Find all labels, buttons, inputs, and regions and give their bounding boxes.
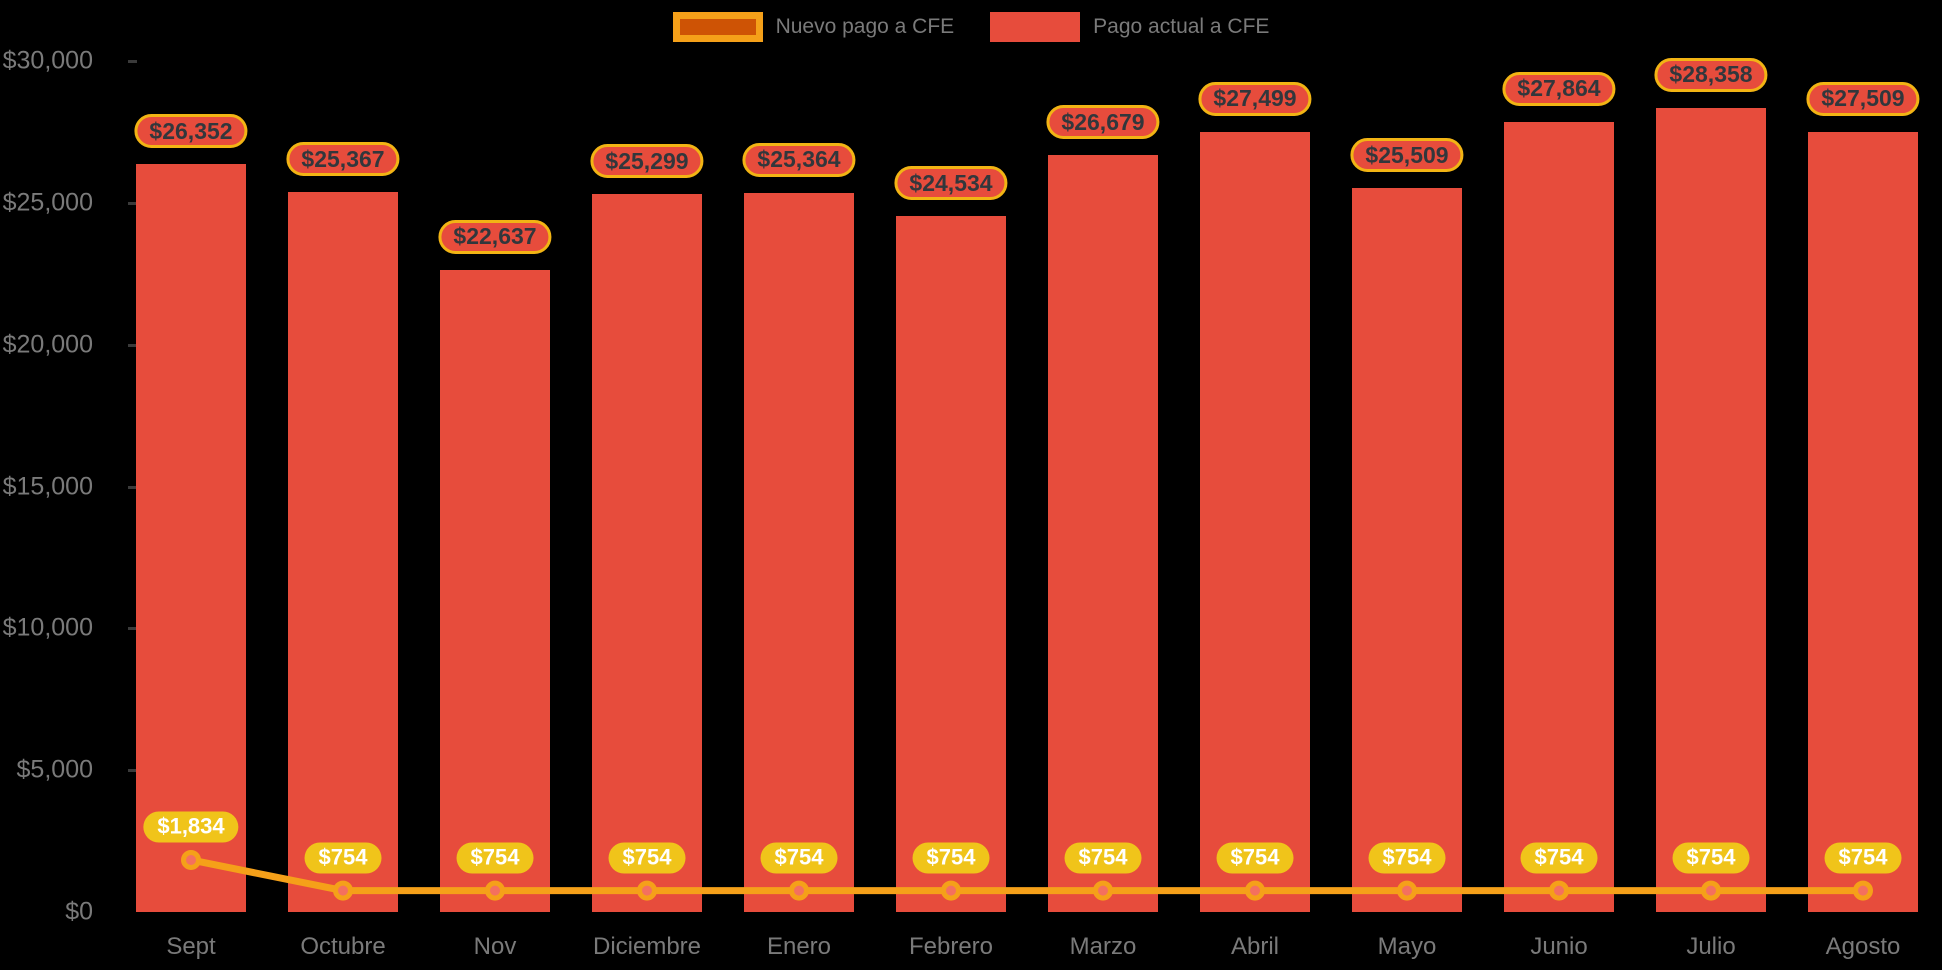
bar-value-label-julio: $28,358 (1654, 57, 1768, 92)
bar-abril[interactable] (1200, 131, 1310, 912)
y-axis-label-25000: $25,000 (2, 188, 93, 217)
y-axis-label-0: $0 (65, 897, 93, 926)
bar-sept[interactable] (136, 164, 246, 912)
y-axis-label-20000: $20,000 (2, 330, 93, 359)
legend: Nuevo pago a CFE Pago actual a CFE (0, 12, 1942, 42)
line-point-agosto[interactable] (1853, 880, 1873, 901)
line-point-enero[interactable] (789, 880, 809, 901)
y-axis-tick-5000 (128, 769, 137, 773)
line-value-label-nov: $754 (456, 842, 534, 874)
y-axis-label-30000: $30,000 (2, 46, 93, 75)
bar-value-label-diciembre: $25,299 (590, 144, 704, 179)
y-axis-tick-10000 (128, 627, 137, 631)
line-point-nov[interactable] (485, 880, 505, 901)
y-axis-tick-15000 (128, 485, 137, 489)
bar-value-label-abril: $27,499 (1198, 81, 1312, 116)
x-axis-label-nov: Nov (473, 933, 517, 960)
line-value-label-agosto: $754 (1824, 842, 1902, 874)
y-axis-tick-30000 (128, 60, 137, 63)
bar-value-label-nov: $22,637 (438, 219, 552, 254)
legend-swatch-nuevo-pago (672, 12, 763, 42)
bar-marzo[interactable] (1048, 155, 1158, 912)
line-value-label-sept: $1,834 (143, 811, 239, 843)
x-axis-label-diciembre: Diciembre (592, 933, 702, 960)
line-point-julio[interactable] (1701, 880, 1721, 901)
line-point-sept[interactable] (181, 849, 201, 870)
legend-label-pago-actual: Pago actual a CFE (1093, 15, 1270, 38)
bar-febrero[interactable] (896, 216, 1006, 912)
legend-item-pago-actual[interactable]: Pago actual a CFE (990, 12, 1269, 42)
line-value-label-mayo: $754 (1368, 842, 1446, 874)
x-axis-label-enero: Enero (766, 933, 832, 960)
line-value-label-octubre: $754 (304, 842, 382, 874)
bar-enero[interactable] (744, 192, 854, 912)
bar-junio[interactable] (1504, 121, 1614, 912)
legend-item-nuevo-pago[interactable]: Nuevo pago a CFE (672, 12, 955, 42)
bar-nov[interactable] (440, 269, 550, 912)
y-axis-tick-20000 (128, 343, 137, 347)
y-axis-label-5000: $5,000 (16, 755, 93, 784)
bar-value-label-sept: $26,352 (134, 114, 248, 149)
bar-agosto[interactable] (1808, 131, 1918, 912)
bar-diciembre[interactable] (592, 194, 702, 912)
y-axis-label-15000: $15,000 (2, 472, 93, 500)
x-axis-label-abril: Abril (1230, 933, 1280, 960)
x-axis-label-sept: Sept (166, 933, 216, 960)
bar-value-label-agosto: $27,509 (1806, 81, 1920, 116)
legend-swatch-pago-actual (990, 12, 1081, 42)
bar-value-label-marzo: $26,679 (1046, 105, 1160, 140)
line-value-label-diciembre: $754 (608, 842, 686, 874)
y-axis-tick-25000 (128, 201, 137, 205)
x-axis-label-agosto: Agosto (1825, 933, 1901, 960)
x-axis-label-febrero: Febrero (908, 933, 994, 960)
legend-label-nuevo-pago: Nuevo pago a CFE (775, 15, 955, 38)
bar-value-label-mayo: $25,509 (1350, 138, 1464, 173)
line-point-junio[interactable] (1549, 880, 1569, 901)
line-value-label-marzo: $754 (1064, 842, 1142, 874)
line-path (190, 856, 1863, 895)
bar-value-label-febrero: $24,534 (894, 166, 1008, 201)
line-point-marzo[interactable] (1093, 880, 1113, 901)
bar-mayo[interactable] (1352, 188, 1462, 912)
bar-value-label-enero: $25,364 (742, 142, 856, 177)
line-point-mayo[interactable] (1397, 880, 1417, 901)
bar-julio[interactable] (1656, 107, 1766, 912)
x-axis-label-julio: Julio (1686, 933, 1736, 960)
line-point-octubre[interactable] (333, 880, 353, 901)
line-point-diciembre[interactable] (637, 880, 657, 901)
line-value-label-enero: $754 (760, 842, 838, 874)
bar-value-label-junio: $27,864 (1502, 71, 1616, 106)
bar-octubre[interactable] (288, 192, 398, 912)
line-value-label-junio: $754 (1520, 842, 1598, 874)
line-value-label-julio: $754 (1672, 842, 1750, 874)
line-value-label-febrero: $754 (912, 842, 990, 874)
x-axis-label-octubre: Octubre (300, 933, 386, 960)
x-axis-label-mayo: Mayo (1377, 933, 1437, 960)
line-point-abril[interactable] (1245, 880, 1265, 901)
x-axis-label-junio: Junio (1530, 933, 1588, 960)
y-axis-label-10000: $10,000 (2, 613, 93, 642)
line-point-febrero[interactable] (941, 880, 961, 901)
bar-value-label-octubre: $25,367 (286, 142, 400, 177)
line-value-label-abril: $754 (1216, 842, 1294, 874)
x-axis-label-marzo: Marzo (1069, 933, 1137, 960)
